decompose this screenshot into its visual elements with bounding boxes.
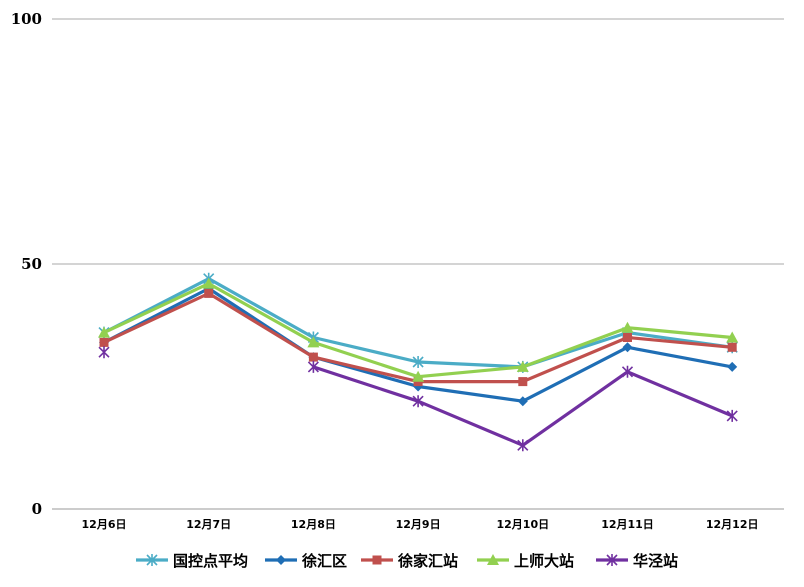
y-tick-label: 50 xyxy=(21,255,42,273)
data-point xyxy=(202,277,215,289)
data-point xyxy=(98,346,110,359)
data-point xyxy=(204,288,214,298)
data-point xyxy=(412,356,424,368)
series-group xyxy=(98,272,739,452)
x-tick-label: 12月6日 xyxy=(82,518,127,531)
legend-label: 华泾站 xyxy=(633,552,678,570)
data-point xyxy=(517,439,529,452)
legend-item: 徐家汇站 xyxy=(361,552,458,570)
gridlines xyxy=(52,18,784,510)
data-point xyxy=(98,326,110,338)
series-line xyxy=(103,277,733,369)
data-point xyxy=(412,370,425,382)
legend-label: 国控点平均 xyxy=(173,552,248,570)
legend-marker xyxy=(606,554,618,566)
data-point xyxy=(623,333,632,342)
x-tick-label: 12月9日 xyxy=(396,518,441,531)
y-tick-label: 0 xyxy=(32,500,42,518)
data-point xyxy=(727,361,738,372)
data-point xyxy=(727,342,737,352)
data-point xyxy=(307,360,319,373)
data-point xyxy=(726,331,739,343)
x-tick-label: 12月8日 xyxy=(291,518,336,531)
legend: 国控点平均 徐汇区 徐家汇站 上师大站 华泾站 xyxy=(136,552,678,570)
x-tick-label: 12月11日 xyxy=(601,518,654,531)
legend-item: 上师大站 xyxy=(477,552,574,570)
data-point xyxy=(516,360,529,372)
series-0 xyxy=(98,272,738,373)
legend-marker xyxy=(276,555,286,565)
legend-marker xyxy=(372,555,382,565)
legend-label: 徐家汇站 xyxy=(397,552,458,570)
legend-label: 徐汇区 xyxy=(301,552,347,570)
series-1 xyxy=(99,283,738,407)
legend-item: 华泾站 xyxy=(596,552,678,570)
data-point xyxy=(518,377,528,387)
legend-item: 徐汇区 xyxy=(265,552,347,570)
data-point xyxy=(99,337,109,347)
legend-label: 上师大站 xyxy=(514,552,574,570)
data-point xyxy=(307,336,320,348)
x-axis-ticks: 12月6日 12月7日 12月8日 12月9日 12月10日 12月11日 12月12日 xyxy=(82,518,759,531)
data-point xyxy=(517,396,528,407)
series-4 xyxy=(98,346,738,452)
data-point xyxy=(621,365,634,378)
y-axis-ticks: 0 50 100 xyxy=(11,10,42,518)
x-tick-label: 12月10日 xyxy=(496,518,549,531)
x-tick-label: 12月12日 xyxy=(706,518,759,531)
legend-item: 国控点平均 xyxy=(136,552,248,570)
series-3 xyxy=(98,277,739,382)
data-point xyxy=(308,352,318,362)
y-tick-label: 100 xyxy=(11,10,42,28)
data-point xyxy=(622,342,633,353)
legend-marker xyxy=(487,554,499,565)
data-point xyxy=(621,321,634,333)
legend-marker xyxy=(146,554,158,566)
data-point xyxy=(726,409,738,422)
x-tick-label: 12月7日 xyxy=(186,518,231,531)
data-point xyxy=(412,395,424,408)
series-line xyxy=(103,291,733,384)
